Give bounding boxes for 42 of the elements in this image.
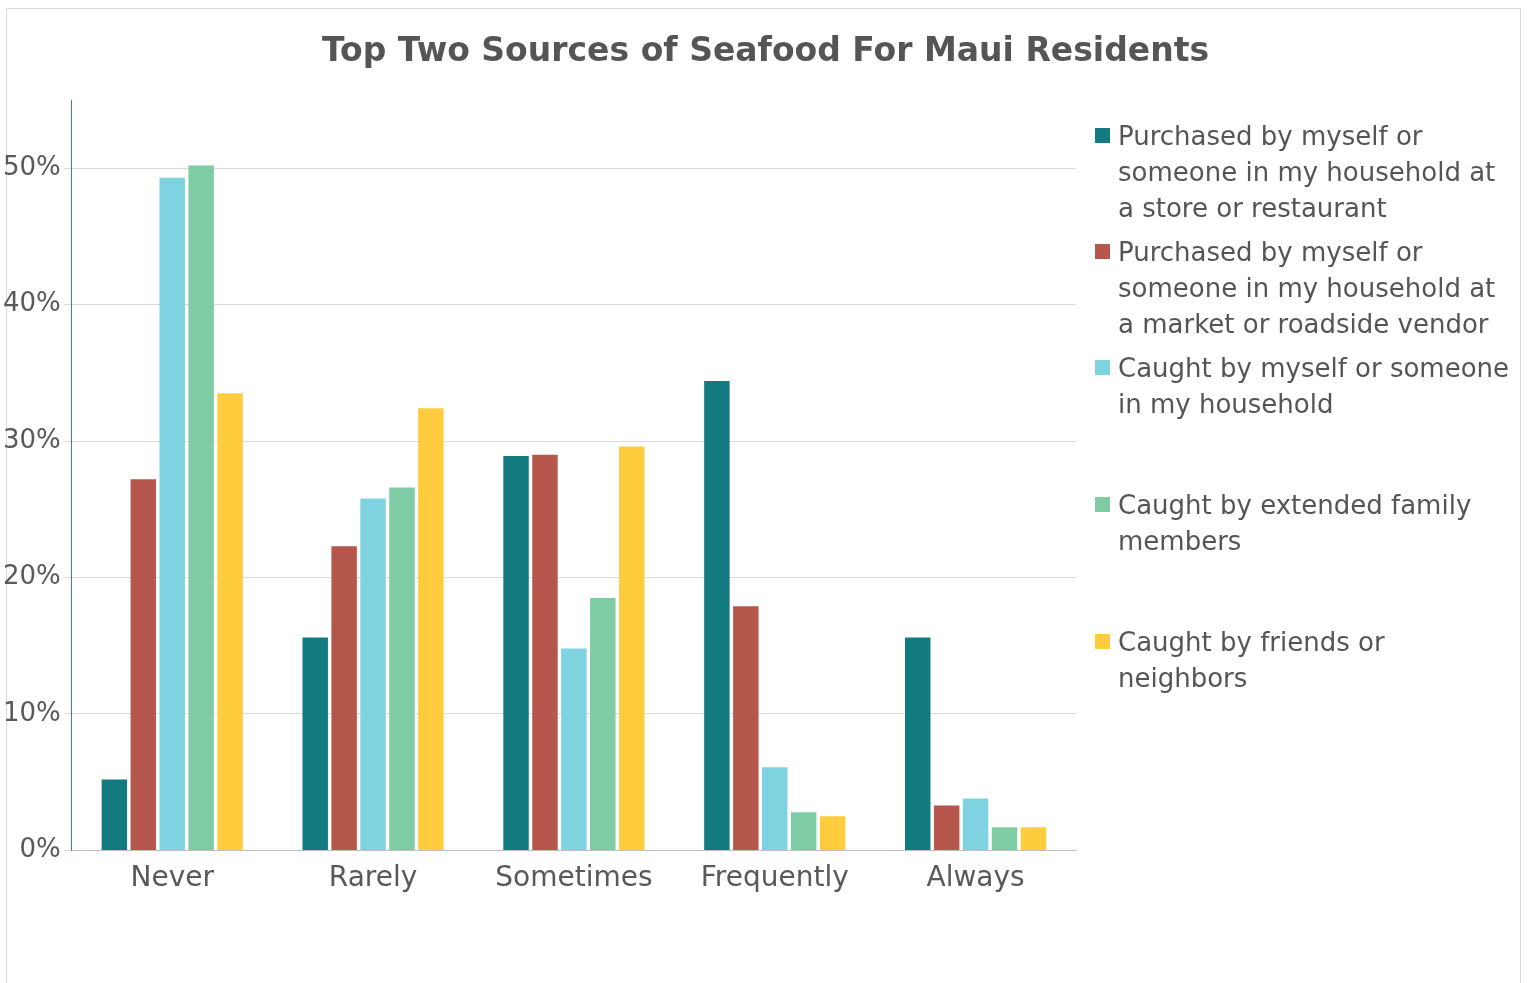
bar	[733, 606, 759, 850]
bar	[302, 637, 328, 850]
bar	[590, 597, 616, 850]
bar	[503, 456, 529, 850]
bar	[933, 805, 960, 850]
bar	[991, 827, 1018, 850]
bar	[790, 812, 817, 850]
legend-label: Purchased by myself or someone in my household at a store or restaurant	[1118, 120, 1497, 225]
y-tick-label: 40%	[2, 287, 61, 318]
y-tick-label: 50%	[2, 150, 61, 181]
legend-label: Caught by friends or neighbors	[1118, 626, 1386, 695]
legend-label: Caught by myself or someone in my household	[1118, 352, 1511, 421]
bar	[704, 381, 730, 850]
bar	[532, 454, 558, 850]
bar	[188, 165, 214, 850]
y-tick-label: 0%	[19, 833, 61, 864]
bar	[331, 546, 357, 850]
chart-title: Top Two Sources of Seafood For Maui Residents	[320, 30, 1211, 69]
y-tick-label: 30%	[2, 423, 61, 454]
bar	[130, 479, 157, 850]
bar	[389, 487, 415, 850]
y-tick-label: 20%	[2, 560, 61, 591]
bar	[360, 498, 386, 850]
bar	[962, 798, 989, 850]
legend-label: Caught by extended family members	[1118, 489, 1473, 558]
x-tick-label: Sometimes	[495, 860, 653, 894]
bar	[159, 177, 185, 850]
x-tick-label: Always	[926, 860, 1025, 894]
bar	[762, 767, 788, 850]
bar	[561, 648, 587, 850]
bar	[101, 779, 128, 850]
y-tick-label: 10%	[2, 696, 61, 727]
x-tick-label: Frequently	[700, 860, 849, 894]
bar	[1020, 827, 1047, 850]
bar	[418, 408, 444, 850]
bar	[217, 393, 243, 850]
bar	[819, 816, 846, 850]
x-tick-label: Rarely	[328, 860, 418, 894]
legend-label: Purchased by myself or someone in my household at a market or roadside vendor	[1118, 236, 1497, 341]
x-tick-label: Never	[130, 860, 215, 894]
bar	[905, 637, 931, 850]
bar	[619, 446, 645, 850]
